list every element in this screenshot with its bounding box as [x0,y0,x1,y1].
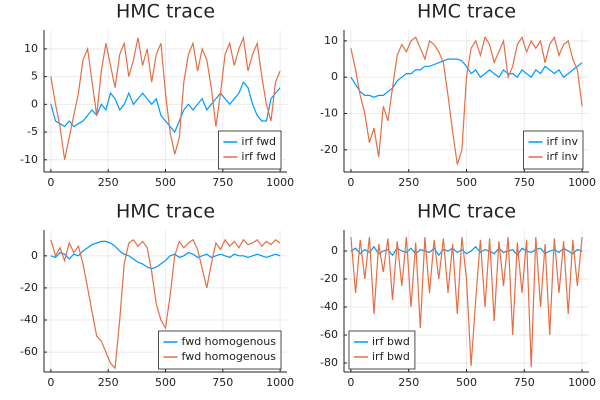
x-tick-label: 750 [212,176,233,189]
y-tick-label: -10 [320,107,338,120]
series-line [50,80,281,134]
legend: irf bwd irf bwd [348,330,416,370]
y-tick-label: -80 [320,356,338,369]
y-tick-label: 0 [31,97,38,110]
y-tick-label: -60 [320,328,338,341]
x-tick-label: 1000 [568,376,596,389]
chart-title: HMC trace [116,1,215,23]
x-tick-label: 500 [155,176,176,189]
legend-label: irf bwd [372,335,410,348]
x-tick-label: 0 [347,376,354,389]
legend: irf fwd irf fwd [217,130,282,170]
chart-title: HMC trace [417,1,516,23]
y-tick-label: -10 [20,153,38,166]
y-tick-label: -40 [320,300,338,313]
legend-box [523,130,584,170]
x-tick-label: 0 [47,376,54,389]
y-tick-label: 5 [31,70,38,83]
y-tick-label: -20 [20,281,38,294]
x-tick-label: 250 [98,376,119,389]
x-tick-label: 500 [456,376,477,389]
y-tick-label: -40 [20,313,38,326]
x-tick-label: 750 [212,376,233,389]
y-tick-label: 0 [331,244,338,257]
y-tick-label: -60 [20,345,38,358]
legend-box [348,330,416,370]
legend-box [217,130,282,170]
legend-label: irf inv [547,150,579,163]
x-tick-label: 500 [456,176,477,189]
x-tick-label: 750 [514,376,535,389]
chart-title: HMC trace [417,201,516,223]
legend: fwd homogenous fwd homogenous [158,330,282,370]
legend-label: irf fwd [241,135,276,148]
series-line [50,35,281,160]
chart-title: HMC trace [116,201,215,223]
legend-label: fwd homogenous [182,335,277,348]
x-tick-label: 1000 [266,176,294,189]
x-tick-label: 500 [155,376,176,389]
y-tick-label: 0 [31,249,38,262]
legend-label: irf fwd [241,150,276,163]
x-tick-label: 0 [347,176,354,189]
y-tick-label: -5 [27,125,38,138]
series-line [350,35,583,165]
y-tick-label: 10 [324,34,338,47]
x-tick-label: 250 [398,176,419,189]
legend-box [158,330,282,370]
x-tick-label: 250 [98,176,119,189]
legend: irf inv irf inv [523,130,584,170]
series-line [50,240,281,270]
legend-label: fwd homogenous [182,350,277,363]
x-tick-label: 0 [47,176,54,189]
series-line [50,238,281,370]
x-tick-label: 1000 [568,176,596,189]
legend-label: irf bwd [372,350,410,363]
y-tick-label: 0 [331,70,338,83]
y-tick-label: -20 [320,272,338,285]
series-line [350,236,583,368]
x-tick-label: 1000 [266,376,294,389]
y-tick-label: -20 [320,143,338,156]
legend-label: irf inv [547,135,579,148]
series-line [350,58,583,98]
y-tick-label: 10 [24,42,38,55]
x-tick-label: 250 [398,376,419,389]
x-tick-label: 750 [514,176,535,189]
